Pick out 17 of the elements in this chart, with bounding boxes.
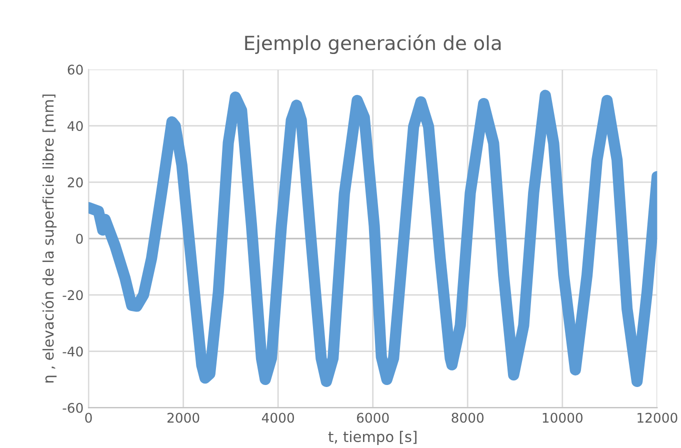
x-tick-label: 12000 [638,412,678,423]
x-tick-label: 6000 [356,412,389,423]
x-tick-label: 8000 [452,412,484,423]
y-tick-label: 20 [68,177,83,188]
chart-title: Ejemplo generación de ola [245,34,501,54]
y-tick-label: -60 [62,402,83,413]
y-tick-label: -40 [62,346,83,357]
x-tick-label: 10000 [542,412,583,423]
x-tick-label: 2000 [167,412,200,423]
y-tick-label: 40 [68,121,83,132]
y-axis-title: η , elevación de la superficie libre [mm] [42,94,57,382]
x-axis-title: t, tiempo [s] [328,430,416,445]
y-tick-label: -20 [62,290,83,300]
x-tick-label: 4000 [262,412,294,423]
y-tick-label: 60 [68,64,83,75]
x-tick-label: 0 [85,412,92,423]
y-tick-label: 0 [76,234,83,244]
